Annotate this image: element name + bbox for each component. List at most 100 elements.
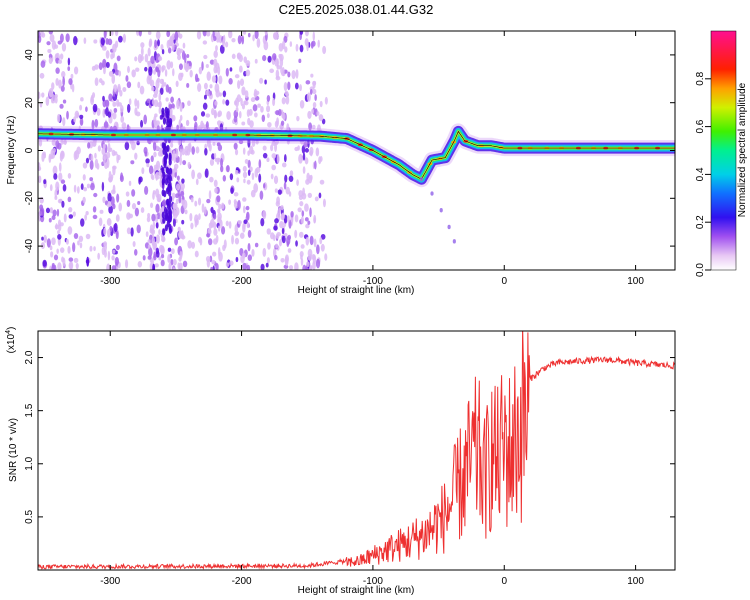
spectral-noise-cell	[59, 33, 64, 43]
spectral-noise-cell	[296, 179, 299, 186]
spectral-noise-cell	[306, 41, 309, 52]
spectral-noise-cell	[273, 225, 278, 231]
spectral-noise-cell	[166, 119, 170, 127]
spectral-noise-cell	[284, 174, 288, 183]
spectral-noise-cell	[90, 154, 94, 163]
spectral-noise-cell	[286, 215, 290, 223]
spectral-noise-cell	[304, 217, 309, 222]
spectral-noise-cell	[94, 64, 99, 70]
spectral-noise-cell	[181, 219, 185, 225]
spectral-noise-cell	[229, 173, 234, 181]
spectral-noise-cell	[204, 148, 208, 156]
spectral-noise-cell	[320, 233, 326, 240]
chart-title: C2E5.2025.038.01.44.G32	[279, 2, 434, 17]
spectral-noise-cell	[83, 187, 88, 192]
spectral-noise-cell	[202, 40, 208, 45]
spectral-noise-cell	[313, 214, 317, 224]
spectral-noise-cell	[127, 65, 130, 74]
spectral-noise-cell	[197, 197, 202, 206]
spectral-noise-cell	[151, 236, 156, 247]
spectral-noise-cell	[112, 203, 116, 210]
spectral-noise-cell	[210, 206, 214, 214]
spectral-noise-cell	[218, 251, 223, 262]
spectral-noise-cell	[286, 241, 290, 247]
spectral-noise-cell	[266, 157, 270, 163]
spectral-noise-cell	[205, 121, 209, 130]
spectral-noise-cell	[132, 241, 136, 247]
spectral-noise-cell	[167, 247, 172, 252]
bottom-y-ticks: 0.5 1.0 1.5 2.0	[24, 350, 675, 524]
spectral-noise-cell	[161, 110, 165, 118]
spectral-noise-cell	[56, 248, 59, 254]
spectral-noise-cell	[215, 234, 219, 243]
spectral-noise-cell	[57, 230, 60, 235]
spectral-noise-cell	[206, 31, 211, 37]
spectral-noise-cell	[287, 248, 292, 253]
spectral-noise-cell	[112, 249, 116, 254]
spectral-noise-cell	[234, 231, 240, 236]
spectral-noise-cell	[285, 259, 288, 266]
spectral-noise-cell	[158, 106, 162, 114]
spectral-noise-cell	[47, 49, 52, 54]
spectral-noise-cell	[107, 192, 112, 203]
spectral-noise-cell	[205, 113, 211, 118]
snr-panel: -300 -200 -100 0 100 0.5 1.0 1.5 2.0 Height of …	[5, 327, 676, 596]
spectral-noise-cell	[241, 35, 245, 45]
spectral-noise-cell	[298, 58, 302, 64]
spectral-noise-cell	[318, 192, 322, 199]
spectral-noise-cell	[147, 239, 151, 244]
spectral-noise-cell	[178, 48, 184, 53]
spectral-noise-cell	[61, 71, 66, 78]
spectral-noise-cell	[252, 104, 258, 112]
spectral-noise-cell	[294, 82, 299, 90]
spectral-noise-cell	[58, 59, 63, 64]
spectral-noise-cell	[255, 139, 259, 145]
spectral-noise-cell	[41, 32, 46, 38]
spectral-noise-cell	[152, 141, 157, 152]
spectral-noise-cell	[316, 244, 320, 255]
spectral-noise-cell	[67, 245, 71, 254]
spectral-noise-cell	[302, 166, 306, 174]
spectral-noise-cell	[157, 39, 160, 47]
spectral-noise-cell	[158, 229, 161, 235]
spectral-noise-cell	[180, 230, 184, 240]
spectral-noise-cell	[118, 70, 122, 77]
spectral-noise-cell	[161, 166, 165, 174]
spectral-noise-cell	[82, 196, 86, 204]
spectral-noise-cell	[80, 97, 84, 102]
spectral-noise-cell	[233, 115, 238, 123]
spectral-noise-cell	[180, 190, 185, 197]
spectral-noise-cell	[236, 177, 240, 183]
spectral-noise-cell	[247, 169, 251, 176]
spectral-noise-cell	[238, 111, 242, 119]
spectral-noise-cell	[216, 31, 221, 41]
spectral-noise-cell	[166, 31, 171, 38]
spectral-noise-cell	[248, 108, 253, 116]
spectral-noise-cell	[66, 110, 69, 120]
spectral-noise-cell	[157, 197, 161, 203]
spectral-noise-cell	[39, 102, 43, 108]
bottom-y-tick-label: 1.0	[24, 456, 35, 470]
spectral-noise-cell	[168, 213, 173, 221]
spectral-noise-cell	[65, 238, 69, 245]
spectral-noise-cell	[41, 92, 45, 98]
spectral-noise-cell	[170, 61, 174, 69]
spectral-noise-cell	[298, 195, 303, 201]
spectral-noise-cell	[98, 217, 103, 227]
spectral-noise-cell	[319, 179, 325, 185]
spectral-noise-cell	[303, 141, 308, 148]
spectral-noise-cell	[276, 196, 280, 205]
spectral-noise-cell	[160, 150, 164, 157]
spectral-noise-cell	[210, 266, 214, 270]
spectral-noise-cell	[271, 164, 277, 171]
spectral-noise-cell	[228, 199, 232, 205]
spectral-noise-cell	[306, 92, 311, 102]
spectral-noise-cell	[262, 54, 267, 62]
spectral-noise-cell	[175, 148, 179, 159]
spectral-noise-cell	[225, 67, 229, 77]
spectral-noise-cell	[147, 244, 151, 250]
spectral-noise-cell	[165, 110, 169, 118]
spectral-noise-cell	[215, 263, 219, 270]
spectral-noise-cell	[108, 93, 113, 102]
